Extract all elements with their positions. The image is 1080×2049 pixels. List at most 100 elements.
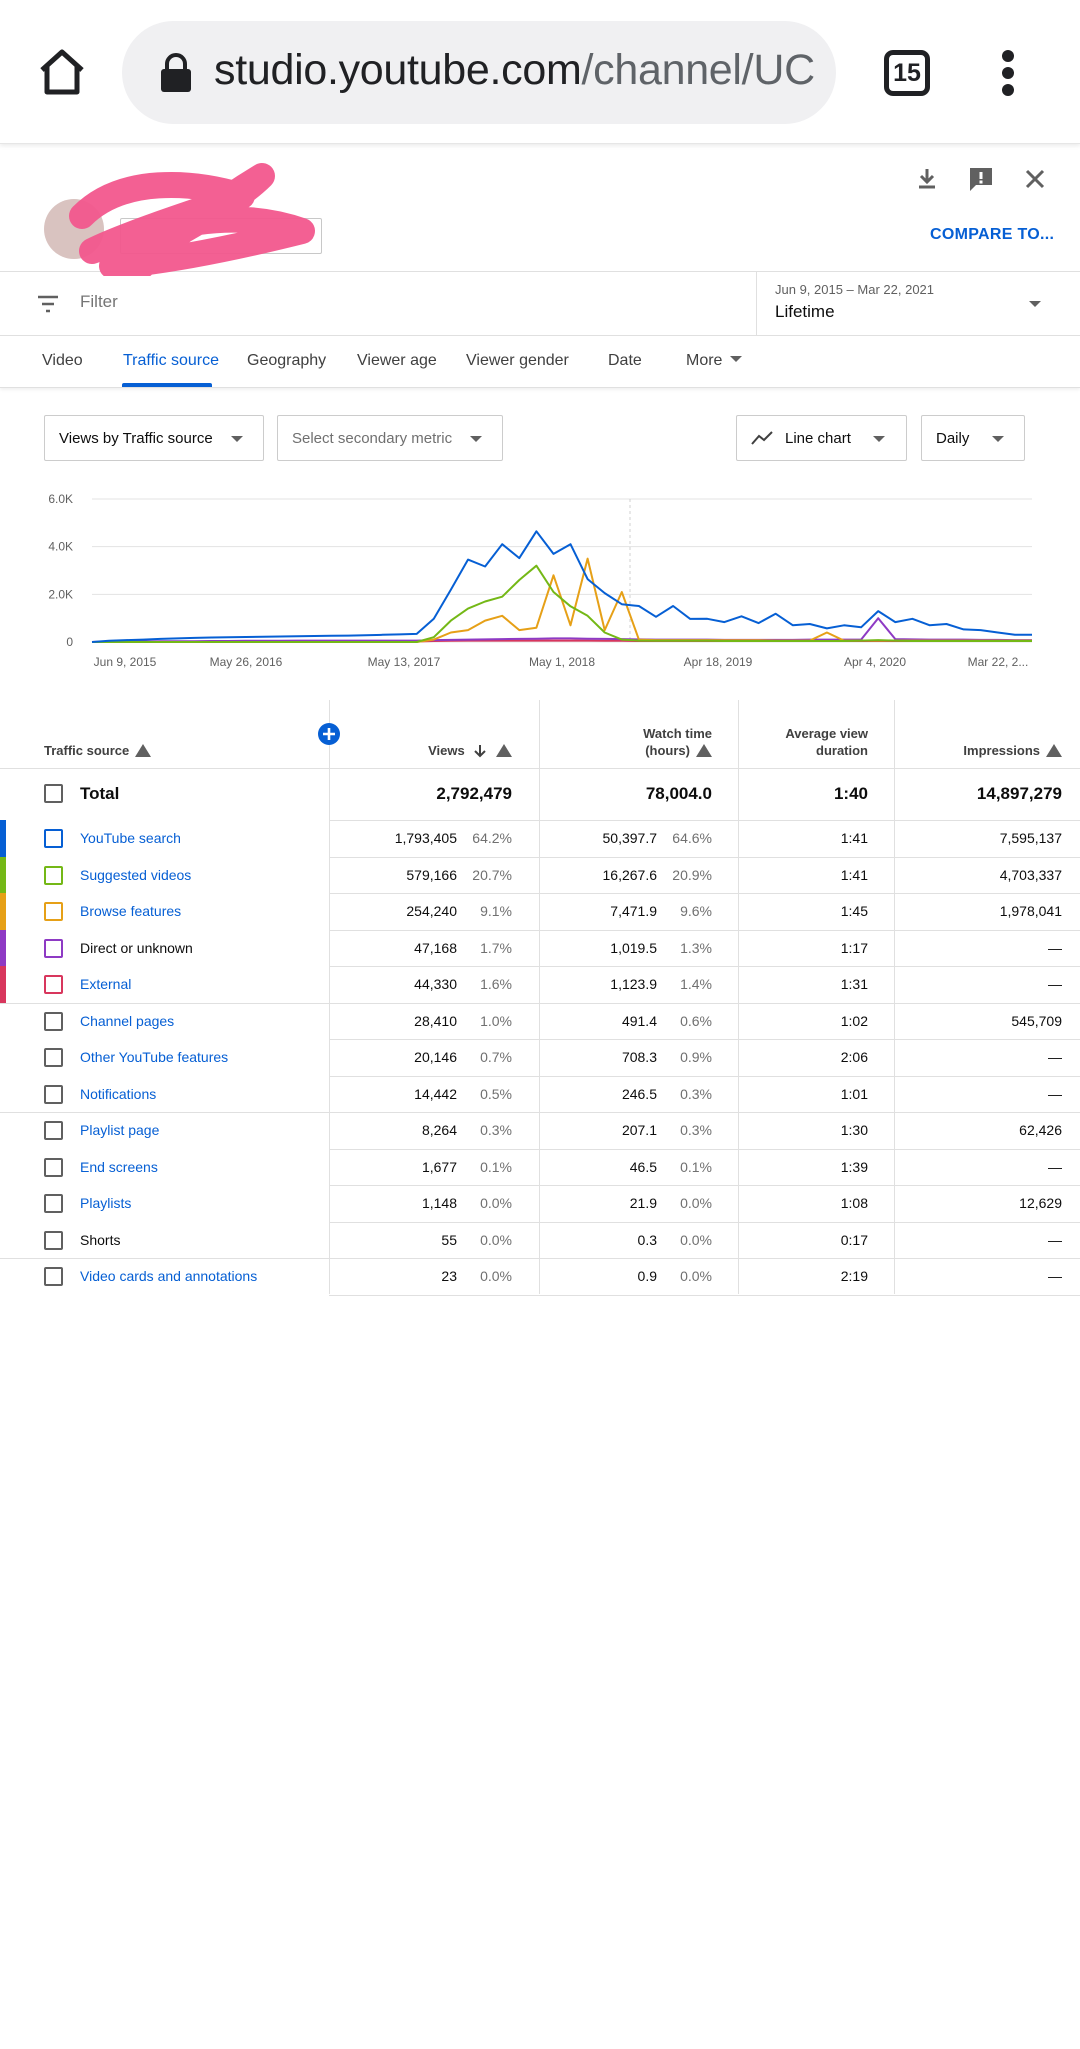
watch-time-percent: 0.9% [680,1049,712,1065]
row-checkbox[interactable] [44,1230,63,1250]
tab-video[interactable]: Video [42,352,83,369]
row-checkbox[interactable] [44,975,63,994]
views-percent: 64.2% [472,830,512,846]
tab-switcher-button[interactable]: 15 [884,50,930,96]
row-checkbox[interactable] [44,938,63,958]
column-header-watch-time: Watch time (hours) [643,726,712,758]
watch-time-percent: 64.6% [672,830,712,846]
series-line-youtube-search[interactable] [91,530,1032,643]
download-icon[interactable] [912,164,942,194]
date-range-picker[interactable]: Jun 9, 2015 – Mar 22, 2021 Lifetime [756,272,1080,336]
series-line-suggested-videos[interactable] [92,564,1032,643]
views-value: 47,168 [414,939,457,956]
row-checkbox[interactable] [44,829,63,848]
traffic-source-link: Shorts [80,1231,121,1248]
table-row: Playlist page 8,264 0.3% 207.1 0.3% 1:30 62,42… [0,1112,1080,1149]
tab-viewer-gender[interactable]: Viewer gender [466,352,569,369]
column-header-impressions: Impressions [904,742,1062,759]
interval-dropdown[interactable]: Daily [921,415,1025,461]
address-bar[interactable]: studio.youtube.com/channel/UC [122,21,836,124]
chevron-down-icon [231,436,243,442]
tab-date[interactable]: Date [608,352,642,369]
date-range-text: Jun 9, 2015 – Mar 22, 2021 [775,282,935,297]
row-checkbox[interactable] [44,865,63,885]
tab-traffic-source[interactable]: Traffic source [123,352,220,369]
close-icon[interactable] [1020,164,1050,194]
row-checkbox[interactable] [44,1267,63,1286]
tab-geography[interactable]: Geography [247,352,327,369]
add-column-icon[interactable] [317,722,341,746]
watch-time-percent: 0.3% [680,1122,712,1138]
traffic-source-link[interactable]: Notifications [80,1085,157,1102]
column-header-views[interactable]: Views [340,742,512,759]
row-checkbox[interactable] [44,1084,63,1104]
series-color-indicator [0,820,6,857]
traffic-source-link[interactable]: Suggested videos [80,866,192,883]
table-row: Channel pages 28,410 1.0% 491.4 0.6% 1:02 545,… [0,1002,1080,1040]
traffic-source-link[interactable]: Channel pages [80,1012,175,1029]
series-line-direct-or-unknown[interactable] [91,617,1032,643]
average-duration-value: 1:41 [840,830,868,846]
impressions-value: 1,978,041 [999,903,1062,919]
row-checkbox[interactable] [44,1121,63,1140]
watch-time-value: 1,019.5 [610,939,657,956]
impressions-value: — [1048,1231,1062,1248]
row-checkbox[interactable] [44,1048,63,1067]
browser-toolbar: studio.youtube.com/channel/UC 15 [0,0,1080,144]
table-row: External 44,330 1.6% 1,123.9 1.4% 1:31 — [0,966,1080,1003]
traffic-source-link[interactable]: Playlists [80,1195,132,1211]
traffic-source-link[interactable]: Video cards and annotations [80,1268,258,1284]
metric-dropdown[interactable]: Views by Traffic source [44,415,264,461]
column-header-average-view-duration: Average view duration [785,726,868,758]
row-checkbox[interactable] [44,1157,63,1177]
traffic-source-link[interactable]: External [80,976,132,992]
row-checkbox[interactable] [44,1011,63,1031]
watch-time-percent: 0.3% [680,1085,712,1102]
chart-type-dropdown[interactable]: Line chart [736,415,907,461]
traffic-source-link[interactable]: End screens [80,1158,158,1175]
table-row: YouTube search 1,793,405 64.2% 50,397.7 64.6… [0,820,1080,857]
watch-time-percent: 0.6% [680,1012,712,1029]
chevron-down-icon [992,436,1004,442]
traffic-source-link[interactable]: Playlist page [80,1122,160,1138]
watch-time-percent: 0.0% [680,1231,712,1248]
views-value: 579,166 [406,866,457,883]
url-text: studio.youtube.com/channel/UC [214,46,815,94]
average-duration-value: 1:08 [840,1195,868,1211]
impressions-value: — [1048,939,1062,956]
y-tick-label: 4.0K [48,540,73,554]
watch-time-value: 0.3 [637,1231,657,1248]
row-checkbox[interactable] [44,1194,63,1213]
impressions-value: 12,629 [1019,1195,1062,1211]
tab-viewer-age[interactable]: Viewer age [357,352,437,369]
chevron-down-icon [730,356,743,362]
table-row: End screens 1,677 0.1% 46.5 0.1% 1:39 — [0,1148,1080,1186]
watch-time-value: 207.1 [621,1122,657,1138]
y-tick-label: 6.0K [48,492,73,506]
traffic-source-link[interactable]: Other YouTube features [80,1049,229,1065]
total-checkbox[interactable] [44,784,63,803]
filter-input[interactable] [80,292,680,312]
overflow-menu-icon[interactable] [994,50,1024,96]
traffic-source-link[interactable]: Browse features [80,903,182,919]
watch-time-value: 7,471.9 [610,903,657,919]
traffic-source-link[interactable]: YouTube search [80,830,181,846]
views-value: 28,410 [414,1012,457,1029]
average-duration-value: 2:06 [840,1049,868,1065]
views-percent: 20.7% [472,866,512,883]
watch-time-percent: 0.0% [680,1195,712,1211]
line-chart-icon [751,431,773,445]
chevron-down-icon [470,436,482,442]
row-checkbox[interactable] [44,902,63,921]
watch-time-percent: 1.3% [680,939,712,956]
total-impressions: 14,897,279 [976,784,1062,803]
home-icon[interactable] [36,46,88,98]
tab-more[interactable]: More [686,352,743,370]
series-color-indicator [0,893,6,930]
feedback-icon[interactable] [966,164,996,194]
views-percent: 1.0% [480,1012,512,1029]
compare-to-button[interactable]: COMPARE TO... [930,226,1055,243]
table-row: Video cards and annotations 23 0.0% 0.9 0.0%… [0,1258,1080,1295]
table-row: Browse features 254,240 9.1% 7,471.9 9.6% 1:4… [0,893,1080,930]
secondary-metric-dropdown[interactable]: Select secondary metric [277,415,503,461]
